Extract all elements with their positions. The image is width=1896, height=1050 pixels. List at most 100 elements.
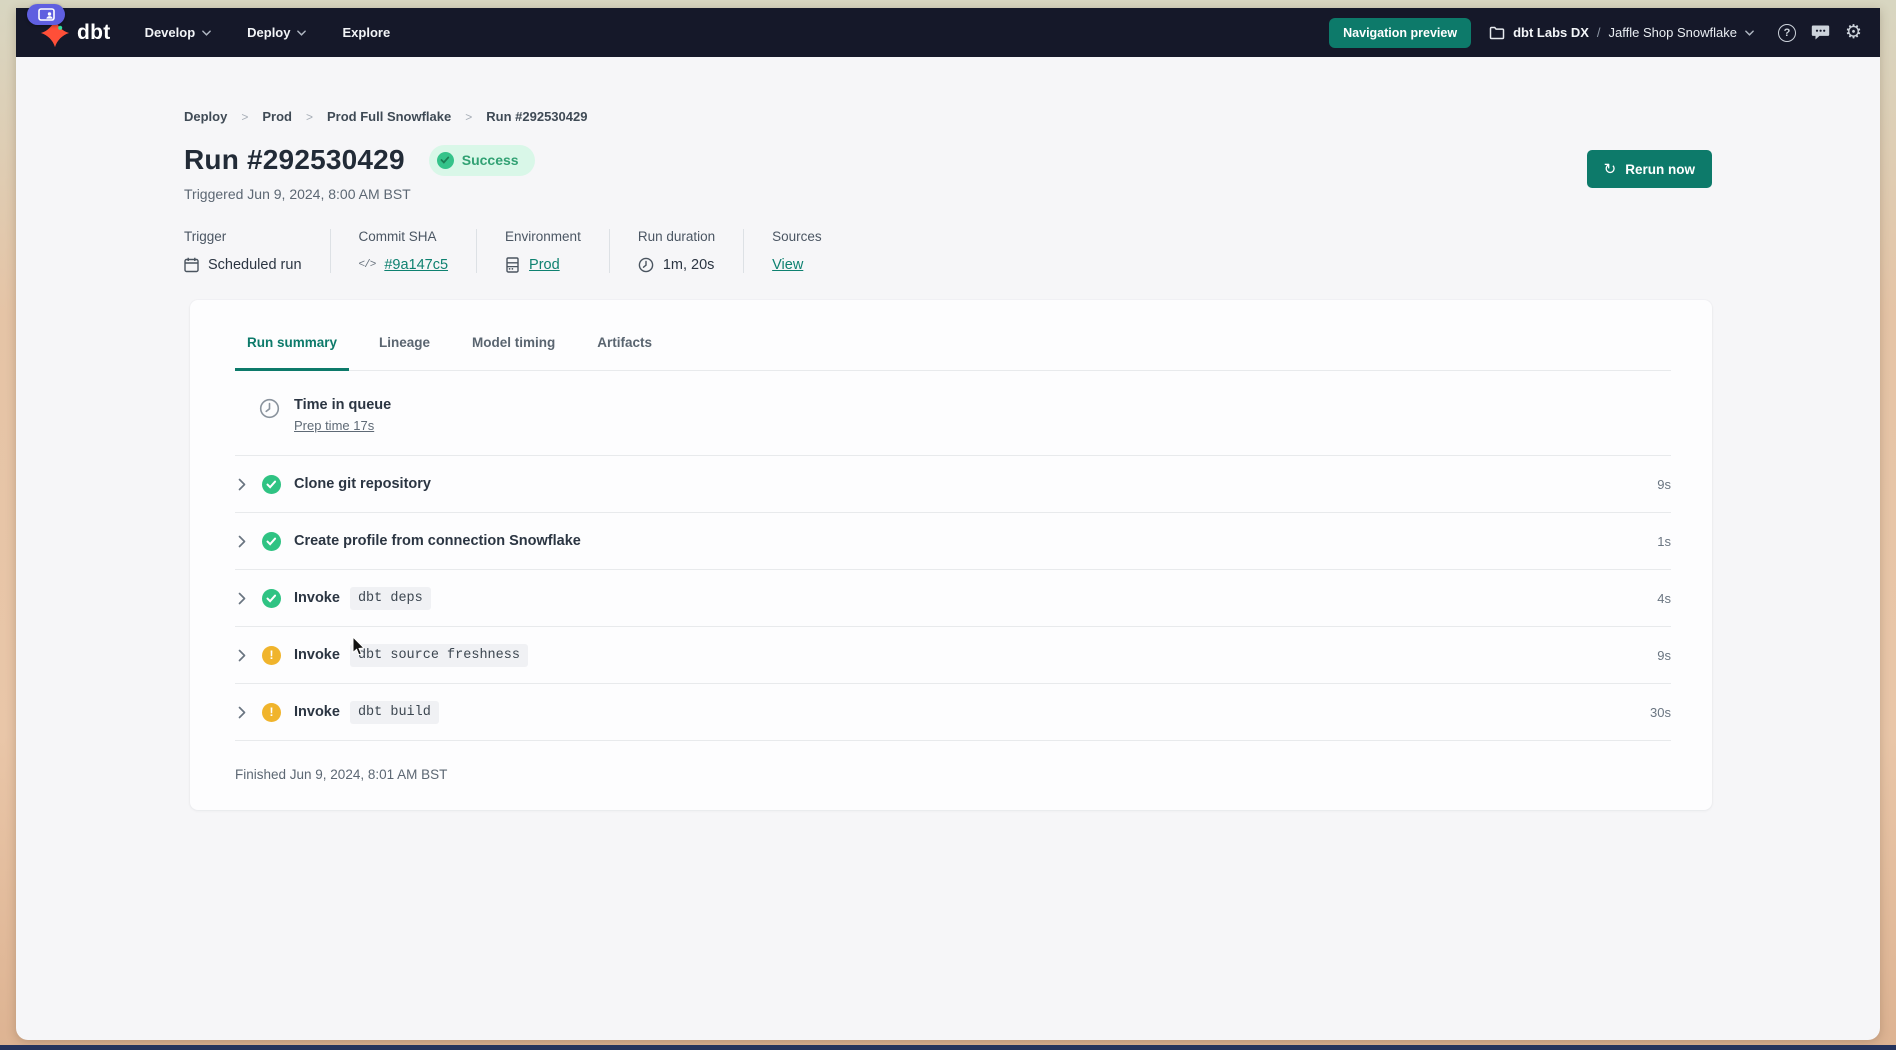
step-label: Clone git repository	[294, 476, 431, 492]
account-project-selector[interactable]: dbt Labs DX / Jaffle Shop Snowflake	[1489, 25, 1754, 40]
help-icon[interactable]: ?	[1777, 23, 1796, 42]
time-in-queue-section: Time in queue Prep time 17s	[235, 371, 1671, 456]
screen-share-badge[interactable]	[27, 4, 65, 25]
meta-label: Run duration	[637, 229, 716, 244]
tab-artifacts[interactable]: Artifacts	[597, 335, 653, 350]
status-badge-label: Success	[461, 152, 519, 168]
step-duration: 9s	[1657, 647, 1671, 663]
dbt-logo-text: dbt	[77, 20, 111, 44]
feedback-chat-icon[interactable]	[1811, 24, 1830, 41]
step-duration: 30s	[1650, 704, 1671, 720]
step-command: dbt source freshness	[349, 643, 528, 667]
account-separator: /	[1596, 25, 1601, 40]
tab-bar: Run summary Lineage Model timing Artifac…	[235, 300, 1671, 371]
nav-item-explore[interactable]: Explore	[342, 25, 390, 40]
step-duration: 4s	[1657, 590, 1671, 606]
step-row-dbt-source-freshness[interactable]: ! Invoke dbt source freshness 9s	[235, 627, 1671, 684]
chevron-right-icon[interactable]	[238, 649, 249, 662]
dbt-logo[interactable]: dbt	[40, 18, 111, 48]
page-title: Run #292530429	[184, 144, 405, 175]
meta-label: Environment	[505, 229, 581, 244]
commit-sha-link[interactable]: #9a147c5	[384, 257, 449, 273]
mouse-cursor	[352, 636, 367, 657]
nav-item-label: Develop	[144, 25, 196, 40]
step-row-dbt-deps[interactable]: Invoke dbt deps 4s	[235, 570, 1671, 627]
sources-view-link[interactable]: View	[772, 257, 804, 273]
account-name: dbt Labs DX	[1513, 25, 1589, 40]
breadcrumb-separator: >	[305, 109, 313, 124]
meta-run-duration: Run duration 1m, 20s	[637, 229, 745, 273]
run-summary-card: Run summary Lineage Model timing Artifac…	[190, 300, 1712, 810]
duration-value: 1m, 20s	[662, 257, 715, 273]
check-circle-icon	[436, 151, 454, 169]
step-label: Invoke	[294, 590, 340, 606]
breadcrumb-separator: >	[241, 109, 249, 124]
rerun-now-label: Rerun now	[1625, 161, 1695, 177]
step-row-dbt-build[interactable]: ! Invoke dbt build 30s	[235, 684, 1671, 741]
finished-timestamp: Finished Jun 9, 2024, 8:01 AM BST	[235, 767, 448, 782]
step-row-create-profile[interactable]: Create profile from connection Snowflake…	[235, 513, 1671, 570]
check-circle-icon	[262, 588, 281, 608]
settings-gear-icon[interactable]: ⚙	[1844, 21, 1862, 43]
folder-icon	[1489, 26, 1505, 40]
status-badge: Success	[428, 144, 535, 176]
chevron-down-icon	[1745, 29, 1754, 36]
nav-menu: Develop Deploy Explore	[145, 25, 391, 40]
chevron-down-icon	[297, 29, 307, 36]
check-circle-icon	[262, 474, 281, 494]
step-row-clone-git[interactable]: Clone git repository 9s	[235, 456, 1671, 513]
time-in-queue-title: Time in queue	[294, 397, 392, 413]
desktop-bottom-strip	[0, 1045, 1896, 1050]
breadcrumb: Deploy > Prod > Prod Full Snowflake > Ru…	[184, 109, 1712, 124]
breadcrumb-deploy[interactable]: Deploy	[184, 109, 228, 124]
nav-item-develop[interactable]: Develop	[145, 25, 212, 40]
screen-share-icon	[37, 8, 55, 21]
step-command: dbt deps	[349, 586, 431, 610]
tab-lineage[interactable]: Lineage	[379, 335, 431, 350]
prep-time-link[interactable]: Prep time 17s	[294, 418, 375, 433]
nav-item-label: Explore	[342, 25, 391, 40]
breadcrumb-run[interactable]: Run #292530429	[486, 109, 588, 124]
step-duration: 9s	[1657, 476, 1671, 492]
chevron-right-icon[interactable]	[238, 535, 249, 548]
breadcrumb-job[interactable]: Prod Full Snowflake	[327, 109, 452, 124]
chevron-right-icon[interactable]	[238, 706, 249, 719]
dbt-logo-icon	[40, 18, 70, 48]
breadcrumb-prod[interactable]: Prod	[262, 109, 292, 124]
calendar-icon	[184, 257, 199, 273]
top-navbar: dbt Develop Deploy Explore Navigation pr…	[16, 8, 1880, 57]
meta-label: Commit SHA	[358, 229, 437, 244]
refresh-icon: ↻	[1603, 160, 1617, 178]
step-command: dbt build	[349, 700, 439, 724]
navigation-preview-button[interactable]: Navigation preview	[1329, 17, 1472, 48]
meta-trigger: Trigger Scheduled run	[184, 229, 331, 273]
meta-label: Trigger	[184, 229, 227, 244]
nav-item-label: Deploy	[247, 25, 291, 40]
meta-commit-sha: Commit SHA </> #9a147c5	[359, 229, 478, 273]
clock-icon	[638, 257, 654, 273]
project-name: Jaffle Shop Snowflake	[1608, 25, 1737, 40]
database-icon	[505, 257, 520, 273]
trigger-value: Scheduled run	[208, 257, 302, 273]
chevron-right-icon[interactable]	[238, 478, 249, 491]
triggered-timestamp: Triggered Jun 9, 2024, 8:00 AM BST	[184, 186, 411, 202]
step-label: Create profile from connection Snowflake	[294, 533, 581, 549]
main-content: Deploy > Prod > Prod Full Snowflake > Ru…	[16, 109, 1880, 810]
run-metadata: Trigger Scheduled run Commit SHA </> #9a…	[184, 229, 1712, 273]
step-label: Invoke	[294, 647, 340, 663]
warning-circle-icon: !	[262, 702, 281, 722]
app-window: dbt Develop Deploy Explore Navigation pr…	[16, 8, 1880, 1040]
chevron-right-icon[interactable]	[238, 592, 249, 605]
tab-model-timing[interactable]: Model timing	[472, 335, 556, 350]
rerun-now-button[interactable]: ↻ Rerun now	[1586, 150, 1712, 188]
meta-label: Sources	[772, 229, 822, 244]
chevron-down-icon	[202, 29, 211, 36]
nav-item-deploy[interactable]: Deploy	[247, 25, 307, 40]
clock-icon	[259, 398, 280, 419]
warning-circle-icon: !	[262, 645, 281, 665]
code-icon: </>	[358, 259, 377, 271]
environment-link[interactable]: Prod	[529, 257, 560, 273]
step-duration: 1s	[1657, 533, 1671, 549]
meta-sources: Sources View	[772, 229, 850, 273]
tab-run-summary[interactable]: Run summary	[235, 333, 350, 371]
